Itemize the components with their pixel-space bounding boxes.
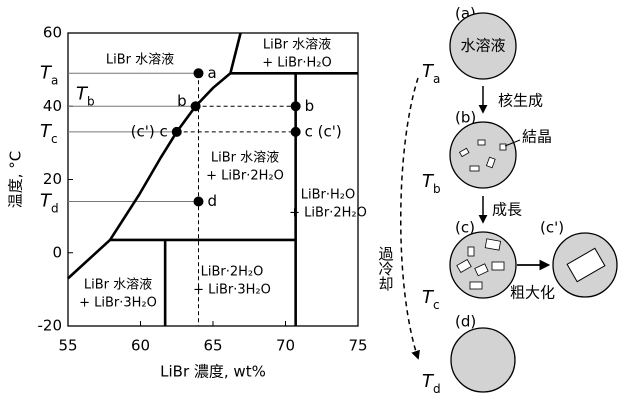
t-sub: b <box>87 94 95 108</box>
temperature-label: Tc <box>40 121 58 146</box>
state-point <box>194 196 204 206</box>
state-point <box>291 101 301 111</box>
region-label: LiBr 水溶液 <box>263 38 331 53</box>
point-label: b <box>177 92 187 110</box>
step-tag: (d) <box>455 313 476 331</box>
temperature-label: Ta <box>40 62 58 87</box>
region-label: + LiBr·3H₂O <box>193 283 271 298</box>
y-tick-label: 20 <box>43 170 62 188</box>
y-axis-label: 温度, °C <box>7 151 25 209</box>
y-tick-label: 0 <box>52 243 62 261</box>
circle <box>451 328 515 392</box>
point-label: c (c') <box>305 122 342 140</box>
schematic: (a) 水溶液 Ta 核生成 (b) 結晶 Tb 成長 (c) 粗大化 (c')… <box>377 5 618 395</box>
circle <box>450 122 516 188</box>
t-sub: a <box>51 73 58 87</box>
point-label: (c') c <box>131 122 168 140</box>
solution-text: 水溶液 <box>460 37 505 55</box>
x-tick-label: 65 <box>203 337 222 355</box>
region-label: LiBr·H₂O <box>301 188 355 203</box>
arrow-label: 成長 <box>492 201 522 219</box>
crystal-label: 結晶 <box>522 128 552 146</box>
state-point <box>291 127 301 137</box>
x-tick-label: 55 <box>58 337 77 355</box>
temp-label: Ta <box>422 61 440 86</box>
t-sub: d <box>433 382 441 395</box>
x-tick-label: 75 <box>348 337 367 355</box>
region-label: LiBr·2H₂O <box>201 265 264 280</box>
supercool-label: 過冷却 <box>377 246 395 291</box>
region-label: + LiBr·2H₂O <box>206 169 284 184</box>
region-label: LiBr 水溶液 <box>106 53 174 68</box>
t-sub: d <box>51 201 59 215</box>
y-tick-label: 40 <box>43 97 62 115</box>
t-sub: c <box>51 131 58 145</box>
temp-label: Tb <box>422 171 441 196</box>
state-point <box>194 68 204 78</box>
x-tick-label: 60 <box>131 337 150 355</box>
arrow-label: 核生成 <box>498 92 543 110</box>
point-label: b <box>305 97 315 115</box>
point-label: a <box>208 64 217 82</box>
t-sub: a <box>433 72 440 86</box>
state-point <box>191 101 201 111</box>
supercool-arrow <box>401 78 418 358</box>
x-tick-label: 70 <box>276 337 295 355</box>
region-label: + LiBr·2H₂O <box>289 206 367 221</box>
region-label: LiBr 水溶液 <box>84 278 152 293</box>
region-label: + LiBr·H₂O <box>262 56 332 71</box>
state-point <box>172 127 182 137</box>
step-tag: (c') <box>540 219 564 237</box>
t-sub: b <box>433 182 441 196</box>
region-label: + LiBr·3H₂O <box>79 296 157 311</box>
y-tick-label: 60 <box>43 24 62 42</box>
x-axis-label: LiBr 濃度, wt% <box>160 363 266 381</box>
temperature-label: Td <box>40 190 59 215</box>
temp-label: Tc <box>422 287 440 312</box>
point-label: d <box>208 192 218 210</box>
temp-label: Td <box>422 371 441 395</box>
region-label: LiBr 水溶液 <box>211 151 279 166</box>
figure: (a) 水溶液 Ta 核生成 (b) 結晶 Tb 成長 (c) 粗大化 (c')… <box>0 0 620 395</box>
y-tick-label: -20 <box>38 317 63 335</box>
t-sub: c <box>433 298 440 312</box>
temperature-label: Tb <box>76 83 95 108</box>
coarsening-label: 粗大化 <box>510 284 555 302</box>
